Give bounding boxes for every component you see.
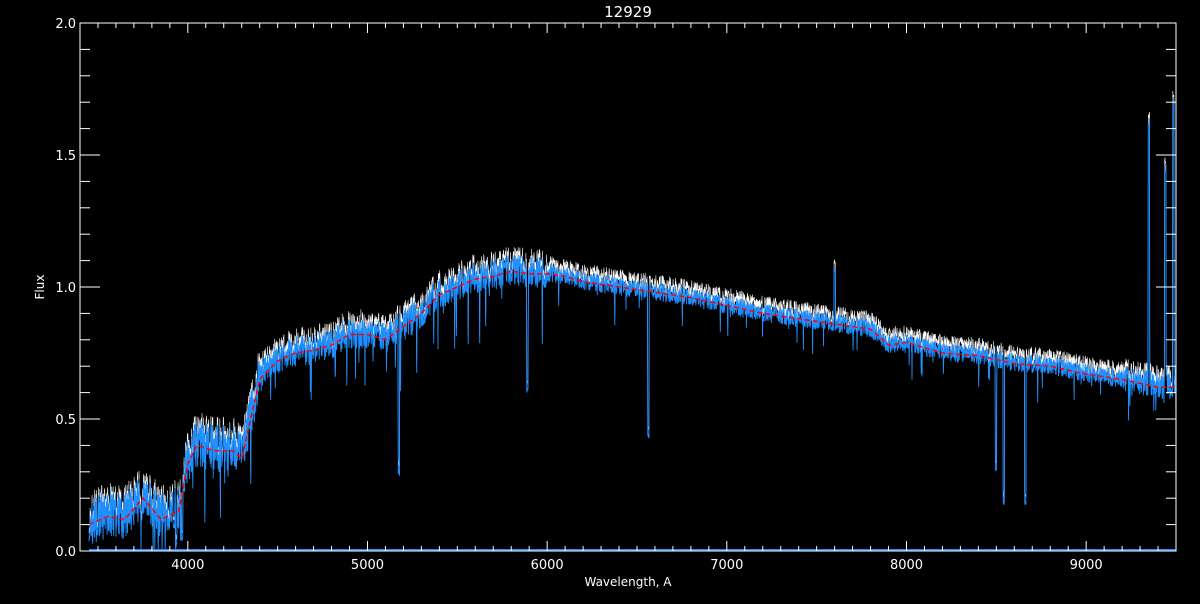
y-tick-label: 0.0 xyxy=(55,545,76,560)
x-tick-label: 8000 xyxy=(890,558,923,573)
x-tick-label: 5000 xyxy=(351,558,384,573)
y-tick-label: 1.0 xyxy=(55,281,76,296)
x-tick-label: 9000 xyxy=(1070,558,1103,573)
x-tick-label: 7000 xyxy=(710,558,743,573)
model-line xyxy=(88,270,1176,526)
spectrum-alt-line xyxy=(88,90,1177,544)
x-tick-label: 6000 xyxy=(531,558,564,573)
y-tick-label: 1.5 xyxy=(55,149,76,164)
y-axis-label: Flux xyxy=(33,275,47,300)
x-tick-label: 4000 xyxy=(171,558,204,573)
y-tick-label: 2.0 xyxy=(55,17,76,32)
plot-frame xyxy=(79,22,1177,552)
x-axis-label: Wavelength, A xyxy=(584,575,672,589)
chart-title: 12929 xyxy=(604,3,652,21)
spectrum-line xyxy=(88,98,1177,552)
y-tick-label: 0.5 xyxy=(55,413,76,428)
